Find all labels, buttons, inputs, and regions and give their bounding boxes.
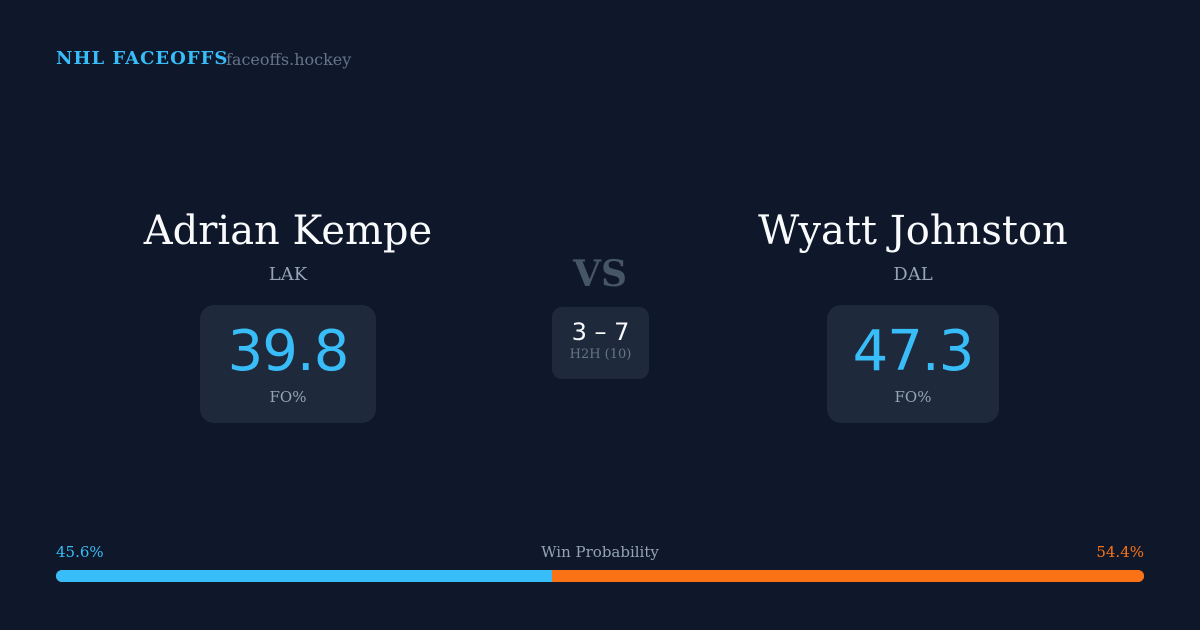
left-fo-card: 39.8 FO% [200, 305, 376, 423]
h2h-score: 3 – 7 [571, 318, 630, 346]
site-url: faceoffs.hockey [226, 50, 352, 69]
right-fo-label: FO% [894, 388, 932, 406]
right-fo-card: 47.3 FO% [827, 305, 999, 423]
vs-label: VS [573, 253, 627, 295]
right-probability-fill [552, 570, 1144, 582]
left-probability-fill [56, 570, 553, 582]
left-fo-value: 39.8 [227, 319, 350, 384]
right-win-probability: 54.4% [1096, 543, 1144, 561]
h2h-label: H2H (10) [569, 347, 632, 362]
left-player-team: LAK [268, 264, 308, 285]
h2h-card: 3 – 7 H2H (10) [552, 307, 649, 379]
right-player: Wyatt Johnston DAL 47.3 FO% [663, 205, 1163, 423]
left-win-probability: 45.6% [56, 543, 104, 561]
win-probability-title: Win Probability [541, 543, 659, 561]
left-fo-label: FO% [269, 388, 307, 406]
win-probability-bar [56, 570, 1144, 582]
brand-title: NHL FACEOFFS [56, 48, 229, 69]
right-player-team: DAL [893, 264, 933, 285]
right-player-name: Wyatt Johnston [758, 208, 1068, 254]
right-fo-value: 47.3 [852, 319, 975, 384]
left-player: Adrian Kempe LAK 39.8 FO% [38, 205, 538, 423]
left-player-name: Adrian Kempe [143, 208, 433, 254]
